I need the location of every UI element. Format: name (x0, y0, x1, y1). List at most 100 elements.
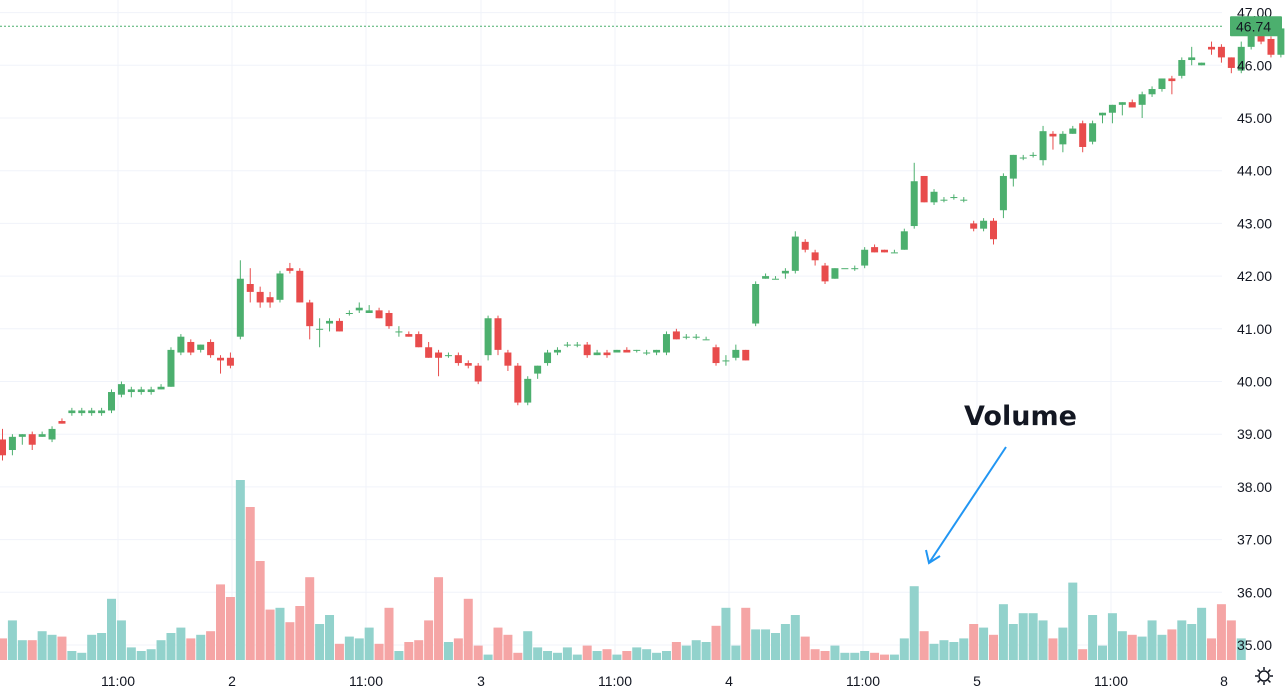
candle-body (306, 302, 314, 327)
candle-body (1148, 89, 1156, 95)
volume-bar (1058, 627, 1068, 660)
volume-bar (850, 652, 860, 660)
volume-bar (790, 615, 800, 660)
candle-body (771, 278, 779, 280)
candle-body (544, 352, 552, 364)
candle-body (1208, 46, 1216, 50)
price-tick-label: 37.00 (1237, 532, 1272, 548)
candle-body (98, 410, 106, 414)
volume-bar (414, 640, 424, 660)
candle-body (345, 312, 353, 314)
candle-body (950, 197, 958, 199)
volume-bar (1167, 629, 1177, 660)
candle-body (444, 355, 452, 357)
volume-bar (959, 638, 969, 660)
candle-body (762, 276, 770, 279)
price-tick-label: 36.00 (1237, 584, 1272, 600)
volume-bar (939, 640, 949, 660)
candle-body (58, 421, 66, 424)
candle-body (1198, 62, 1206, 66)
volume-bar (1137, 636, 1147, 660)
volume-bar (424, 620, 434, 660)
annotation-arrow-line (928, 446, 1007, 564)
candle-body (1009, 154, 1017, 179)
candle-body (732, 349, 740, 358)
volume-bar (265, 609, 275, 660)
volume-bar (1127, 634, 1137, 660)
candle-body (415, 334, 423, 348)
volume-bar (741, 607, 751, 660)
candle-body (880, 249, 888, 253)
candle-body (1128, 102, 1136, 108)
price-tick-label: 41.00 (1237, 321, 1272, 337)
candle-body (18, 434, 26, 437)
candle-body (38, 434, 46, 437)
candle-body (960, 199, 968, 201)
volume-bar (344, 636, 354, 660)
candle-body (861, 249, 869, 266)
volume-bar (998, 604, 1008, 660)
candle-body (563, 344, 571, 346)
volume-bar (364, 627, 374, 660)
candle-body (702, 339, 710, 341)
volume-bar (552, 652, 562, 660)
candle-body (603, 352, 611, 356)
candle-body (871, 247, 879, 253)
candle-body (890, 252, 898, 254)
volume-bar (235, 480, 245, 660)
time-tick-label: 11:00 (349, 673, 383, 689)
price-tick-label: 44.00 (1237, 163, 1272, 179)
volume-bar (652, 652, 662, 660)
volume-bar (1147, 620, 1157, 660)
candle-body (851, 268, 859, 270)
candle-body (682, 336, 690, 338)
candle-body (177, 336, 185, 353)
price-tick-label: 38.00 (1237, 479, 1272, 495)
volume-bar (770, 633, 780, 660)
candle-body (1049, 133, 1057, 137)
volume-bar (602, 649, 612, 660)
volume-bar (285, 622, 295, 660)
volume-bar (67, 651, 77, 660)
time-axis: 11:00 2 11:00 3 11:00 4 11:00 5 11:00 8 (101, 673, 1228, 689)
time-tick-label: 2 (228, 673, 236, 689)
candle-body (672, 331, 680, 340)
volume-bar (107, 598, 117, 660)
volume-bar (1157, 634, 1167, 660)
candle-body (0, 439, 6, 456)
candle-body (246, 284, 254, 292)
volume-bar (1088, 615, 1098, 660)
volume-bar (196, 634, 206, 660)
annotation-arrow-head (925, 549, 941, 565)
candle-body (573, 344, 581, 346)
candle-body (831, 268, 839, 279)
volume-bar (592, 651, 602, 660)
candle-body (484, 318, 492, 356)
candle-body (435, 352, 443, 358)
candle-body (623, 349, 631, 353)
volume-bar (1107, 613, 1117, 660)
volume-bar (1078, 649, 1088, 660)
candle-body (1267, 38, 1275, 55)
volume-bar (543, 651, 553, 660)
settings-icon[interactable] (1255, 667, 1273, 685)
volume-bar (612, 654, 622, 660)
volume-annotation-label: Volume (964, 401, 1077, 432)
candle-body (1178, 60, 1186, 76)
candle-body (900, 231, 908, 250)
volume-bar (136, 651, 146, 660)
candle-body (662, 334, 670, 353)
candle-body (197, 344, 205, 350)
volume-bar (721, 607, 731, 660)
volume-bar (434, 577, 444, 660)
volume-bar (384, 607, 394, 660)
candle-body (940, 199, 948, 201)
time-tick-label: 3 (477, 673, 485, 689)
volume-bar (533, 647, 543, 660)
price-axis: 35.00 36.00 37.00 38.00 39.00 40.00 41.00 42.00… (1237, 5, 1272, 653)
candle-body (127, 389, 135, 393)
volume-bar (810, 649, 820, 660)
volume-bar (681, 645, 691, 660)
candle-body (137, 389, 145, 393)
